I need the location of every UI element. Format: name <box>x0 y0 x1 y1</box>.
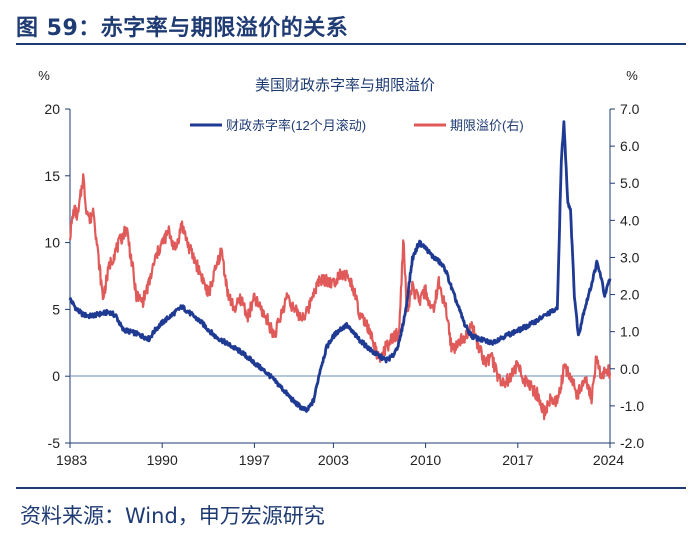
x-tick-label: 2017 <box>502 452 533 468</box>
x-tick-label: 2024 <box>593 452 624 468</box>
x-tick-label: 2010 <box>410 452 441 468</box>
chart: 美国财政赤字率与期限溢价 % % 财政赤字率(12个月滚动) 期限溢价(右) 2… <box>38 68 644 468</box>
y-right-ticks: 7.0 6.0 5.0 4.0 3.0 2.0 1.0 0.0 -1.0 -2.0 <box>610 101 644 451</box>
y-right-tick-label: 0.0 <box>620 361 640 377</box>
x-tick-label: 1983 <box>56 452 87 468</box>
y-right-tick-label: 6.0 <box>620 138 640 154</box>
y-left-ticks: 20 15 10 5 0 -5 <box>44 101 70 451</box>
y-right-tick-label: -2.0 <box>620 435 644 451</box>
figure-title: 图 59：赤字率与期限溢价的关系 <box>16 16 349 41</box>
y-right-unit-label: % <box>626 68 638 83</box>
bottom-divider <box>16 487 686 489</box>
y-right-tick-label: 7.0 <box>620 101 640 117</box>
y-left-tick-label: 20 <box>44 101 60 117</box>
y-left-tick-label: 5 <box>52 301 60 317</box>
y-left-tick-label: -5 <box>48 435 61 451</box>
series-line-deficit-rate <box>68 120 612 413</box>
legend-deficit-label: 财政赤字率(12个月滚动) <box>226 118 366 133</box>
chart-title: 美国财政赤字率与期限溢价 <box>255 77 435 94</box>
y-left-unit-label: % <box>38 68 50 83</box>
x-tick-label: 1997 <box>239 452 270 468</box>
y-left-tick-label: 0 <box>52 368 60 384</box>
legend-premium-label: 期限溢价(右) <box>450 118 524 133</box>
x-ticks: 1983 1990 1997 2003 2010 2017 2024 <box>56 443 624 468</box>
y-right-tick-label: 1.0 <box>620 324 640 340</box>
source-note: 资料来源：Wind，申万宏源研究 <box>20 504 325 528</box>
y-right-tick-label: 3.0 <box>620 249 640 265</box>
x-tick-label: 1990 <box>147 452 178 468</box>
y-left-tick-label: 15 <box>44 168 60 184</box>
series-line-term-premium <box>68 173 612 421</box>
y-right-tick-label: 5.0 <box>620 175 640 191</box>
x-tick-label: 2003 <box>318 452 349 468</box>
y-right-tick-label: 2.0 <box>620 287 640 303</box>
top-divider <box>16 43 686 45</box>
y-right-tick-label: -1.0 <box>620 398 644 414</box>
y-left-tick-label: 10 <box>44 235 60 251</box>
legend: 财政赤字率(12个月滚动) 期限溢价(右) <box>190 118 524 133</box>
y-right-tick-label: 4.0 <box>620 212 640 228</box>
